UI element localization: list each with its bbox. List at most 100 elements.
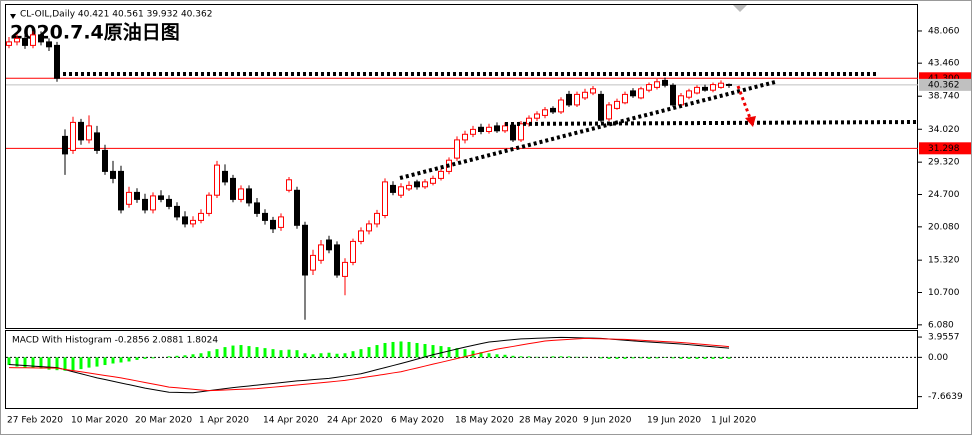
histogram-bar	[135, 357, 139, 360]
candle-body	[438, 170, 444, 179]
histogram-bar	[375, 345, 379, 358]
histogram-bar	[47, 357, 51, 370]
candle-body	[318, 244, 324, 261]
trend-line	[399, 80, 776, 180]
x-tick-label: 10 Mar 2020	[71, 416, 128, 426]
candle-body	[110, 170, 116, 179]
x-tick-label: 27 Feb 2020	[7, 416, 63, 426]
histogram-bar	[183, 355, 187, 358]
candle-body	[102, 149, 108, 172]
candle-body	[702, 86, 708, 91]
candle-body	[30, 34, 36, 46]
candle-body	[150, 195, 156, 211]
x-tick-label: 14 Apr 2020	[263, 416, 319, 426]
histogram-bar	[319, 353, 323, 358]
histogram-bar	[559, 356, 563, 358]
histogram-bar	[103, 357, 107, 366]
histogram-bar	[447, 347, 451, 358]
macd-pane	[5, 330, 918, 409]
candle-body	[390, 184, 396, 193]
y-tick-label: 0.00	[928, 353, 948, 363]
histogram-bar	[295, 350, 299, 358]
candle-body	[238, 188, 244, 200]
candle-body	[206, 194, 212, 214]
histogram-bar	[55, 357, 59, 371]
histogram-bar	[503, 354, 507, 358]
y-tick-label: 38.740	[928, 92, 960, 102]
candle-body	[558, 99, 564, 113]
candle-body	[670, 84, 676, 106]
histogram-bar	[607, 357, 611, 359]
histogram-bar	[79, 357, 83, 370]
histogram-bar	[359, 349, 363, 358]
histogram-bar	[223, 347, 227, 358]
histogram-bar	[455, 348, 459, 358]
histogram-bar	[399, 341, 403, 358]
y-tick-label: 3.9557	[928, 333, 960, 343]
histogram-bar	[207, 351, 211, 358]
histogram-bar	[31, 357, 35, 368]
x-tick-label: 9 Jun 2020	[583, 416, 632, 426]
histogram-bar	[615, 357, 619, 359]
histogram-bar	[527, 356, 531, 358]
histogram-bar	[519, 356, 523, 358]
candle-body	[462, 133, 468, 141]
candle-body	[350, 240, 356, 263]
candle-body	[542, 109, 548, 116]
histogram-bar	[71, 357, 75, 371]
candle-body	[182, 216, 188, 225]
candle-body	[326, 239, 332, 251]
candle-body	[622, 93, 628, 104]
candle-body	[78, 121, 84, 141]
x-tick-label: 24 Apr 2020	[327, 416, 383, 426]
candle-body	[510, 124, 516, 141]
histogram-bar	[367, 347, 371, 358]
candle-body	[662, 79, 668, 86]
candle-body	[270, 219, 276, 230]
candle-body	[14, 37, 20, 43]
histogram-bar	[463, 349, 467, 358]
histogram-bar	[263, 348, 267, 358]
candle-body	[366, 223, 372, 232]
histogram-bar	[95, 357, 99, 367]
candle-body	[230, 177, 236, 200]
candle-body	[646, 84, 652, 91]
histogram-bar	[39, 357, 43, 369]
histogram-bar	[495, 354, 499, 358]
candle-body	[726, 83, 732, 86]
histogram-bar	[199, 353, 203, 358]
histogram-bar	[231, 345, 235, 358]
candle-body	[494, 125, 500, 132]
histogram-bar	[623, 357, 627, 359]
candle-body	[254, 202, 260, 214]
histogram-bar	[327, 352, 331, 358]
histogram-bar	[535, 356, 539, 358]
candle-body	[590, 88, 596, 94]
histogram-bar	[87, 357, 91, 368]
histogram-bar	[687, 357, 691, 359]
histogram-bar	[271, 349, 275, 358]
candle-body	[334, 244, 340, 276]
x-tick-label: 1 Apr 2020	[199, 416, 249, 426]
x-tick-label: 20 Mar 2020	[135, 416, 192, 426]
candle-body	[70, 121, 76, 151]
histogram-bar	[679, 357, 683, 359]
x-tick-label: 28 May 2020	[519, 416, 578, 426]
histogram-bar	[663, 357, 667, 358]
candle-body	[638, 88, 644, 99]
candle-body	[38, 34, 44, 43]
candle-body	[566, 93, 572, 106]
y-tick-label: 43.460	[928, 59, 960, 69]
candle-body	[286, 179, 292, 191]
trend-line	[504, 120, 919, 126]
candle-body	[574, 93, 580, 106]
histogram-bar	[575, 356, 579, 358]
candle-body	[118, 170, 124, 211]
histogram-bar	[551, 356, 555, 358]
candle-body	[718, 82, 724, 88]
candle-body	[278, 216, 284, 228]
candle-body	[598, 93, 604, 121]
price-label: 40.362	[928, 80, 960, 90]
histogram-bar	[255, 347, 259, 358]
y-tick-label: 24.700	[928, 190, 960, 200]
